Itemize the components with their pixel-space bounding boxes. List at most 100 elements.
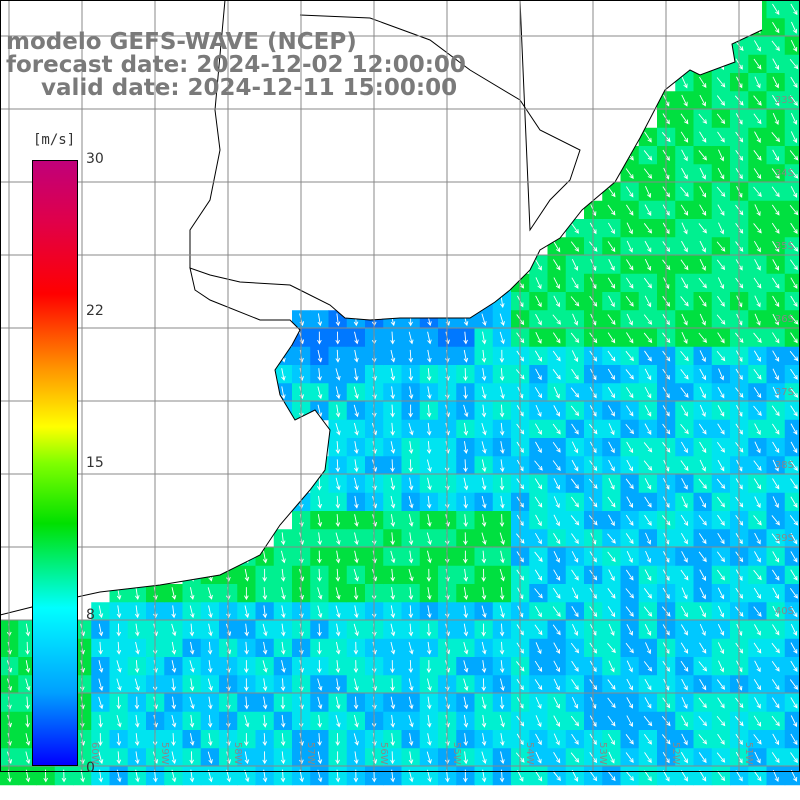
wind-vector	[772, 295, 780, 308]
latitude-label: 36S	[774, 314, 794, 325]
wind-vector	[680, 514, 689, 526]
wind-vector	[500, 386, 505, 400]
wind-vector	[753, 515, 762, 526]
wind-vector	[500, 733, 505, 746]
wind-vector	[771, 131, 781, 143]
wind-vector	[534, 496, 543, 508]
wind-vector	[772, 386, 779, 399]
wind-vector	[244, 623, 249, 637]
wind-vector	[25, 641, 30, 655]
wind-vector	[608, 477, 615, 490]
wind-vector	[317, 568, 322, 582]
wind-vector	[643, 606, 653, 617]
wind-vector	[718, 368, 725, 381]
wind-vector	[317, 733, 322, 747]
wind-vector	[98, 605, 104, 619]
river-border	[189, 0, 226, 268]
wind-vector	[570, 642, 580, 654]
wind-vector	[171, 587, 177, 600]
wind-vector	[354, 605, 359, 619]
wind-vector	[754, 204, 761, 217]
wind-vector	[789, 679, 799, 690]
wind-vector	[789, 58, 799, 70]
wind-vector	[317, 550, 322, 564]
wind-vector	[116, 623, 122, 637]
wind-vector	[625, 569, 634, 581]
wind-vector	[535, 441, 542, 454]
wind-vector	[189, 751, 195, 765]
wind-vector	[500, 751, 505, 765]
colorbar-tick: 15	[86, 455, 104, 471]
wind-cell	[784, 456, 800, 475]
wind-vector	[317, 313, 323, 327]
wind-vector	[771, 277, 780, 289]
wind-vector	[171, 623, 177, 637]
wind-cell	[784, 511, 800, 530]
wind-vector	[481, 441, 487, 454]
colorbar-tick: 22	[86, 303, 104, 319]
wind-vector	[427, 587, 432, 600]
wind-vector	[772, 241, 780, 253]
wind-vector	[790, 112, 798, 125]
wind-vector	[481, 641, 487, 655]
wind-vector	[390, 714, 395, 728]
wind-vector	[771, 679, 780, 691]
wind-vector	[244, 751, 250, 765]
wind-vector	[535, 404, 542, 417]
wind-vector	[626, 387, 634, 399]
colorbar-tick: 30	[86, 151, 104, 167]
wind-vector	[644, 697, 652, 709]
wind-vector	[280, 733, 286, 747]
wind-vector	[408, 678, 414, 692]
wind-vector	[354, 349, 359, 363]
wind-vector	[626, 259, 634, 271]
wind-vector	[571, 606, 579, 618]
wind-vector	[699, 368, 706, 381]
wind-vector	[189, 714, 195, 728]
wind-vector	[535, 751, 542, 764]
wind-vector	[680, 350, 689, 362]
wind-vector	[244, 605, 250, 619]
wind-cell	[784, 273, 800, 293]
wind-vector	[481, 751, 487, 765]
wind-vector	[698, 533, 707, 545]
wind-vector	[607, 387, 616, 399]
wind-vector	[281, 386, 286, 400]
wind-vector	[335, 495, 341, 509]
wind-vector	[481, 386, 487, 400]
wind-vector	[625, 642, 634, 654]
wind-vector	[754, 259, 761, 271]
wind-vector	[607, 697, 616, 709]
wind-cell	[784, 438, 800, 457]
wind-vector	[718, 222, 725, 235]
wind-vector	[753, 679, 762, 691]
wind-vector	[790, 186, 798, 198]
wind-vector	[790, 332, 798, 344]
wind-vector	[570, 478, 580, 490]
wind-vector	[408, 605, 414, 619]
wind-vector	[552, 350, 561, 362]
wind-vector	[698, 752, 707, 764]
wind-vector	[717, 423, 725, 435]
wind-vector	[571, 368, 579, 380]
wind-vector	[570, 387, 580, 398]
wind-vector	[716, 186, 726, 197]
wind-vector	[390, 532, 395, 546]
wind-vector	[335, 422, 341, 436]
wind-vector	[335, 714, 341, 728]
colorbar-unit: [m/s]	[33, 132, 76, 148]
wind-vector	[408, 532, 414, 546]
wind-vector	[754, 496, 761, 509]
wind-vector	[463, 696, 469, 710]
wind-vector	[625, 734, 634, 745]
wind-vector	[408, 441, 414, 454]
wind-vector	[771, 660, 780, 672]
wind-vector	[335, 587, 341, 600]
wind-vector	[790, 733, 798, 746]
wind-vector	[553, 697, 560, 709]
wind-vector	[390, 587, 396, 600]
wind-vector	[753, 587, 762, 600]
wind-vector	[552, 624, 561, 636]
wind-vector	[463, 349, 469, 363]
wind-vector	[699, 94, 706, 107]
